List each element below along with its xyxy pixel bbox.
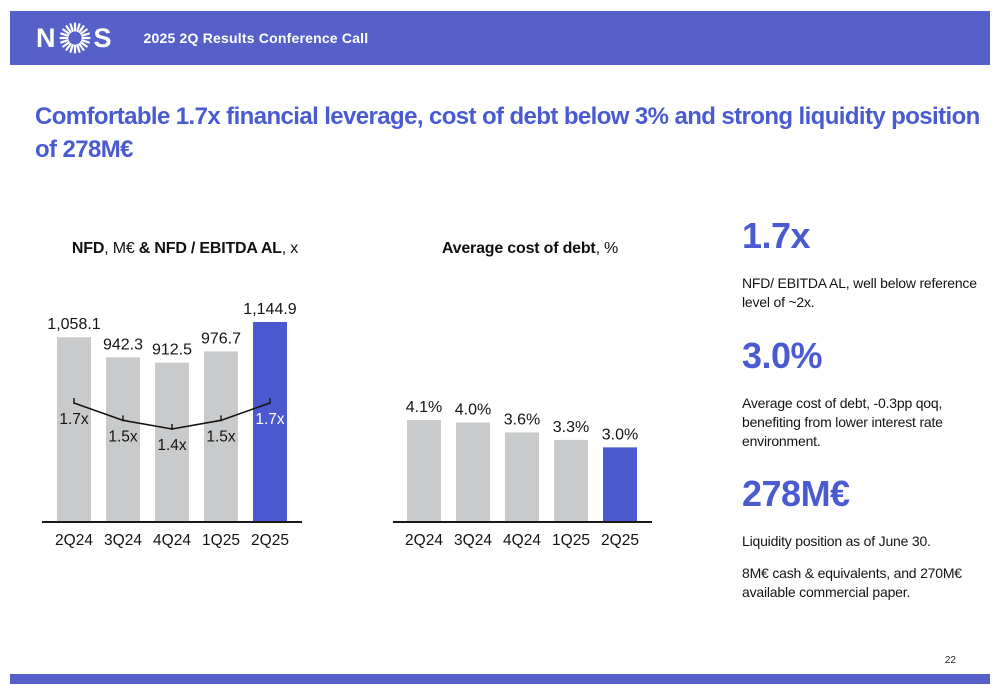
svg-text:4Q24: 4Q24 <box>153 532 191 549</box>
svg-text:942.3: 942.3 <box>103 336 143 353</box>
highlight-leverage-desc: NFD/ EBITDA AL, well below reference lev… <box>742 275 977 310</box>
highlight-cost-of-debt: 3.0% Average cost of debt, -0.3pp qoq, b… <box>742 334 1000 451</box>
cost-of-debt-chart-svg: 4.1% 2Q24 4.0% 3Q24 3.6% 4Q24 3.3% 1Q25 3.0% 2Q25 <box>393 399 652 549</box>
svg-text:1.5x: 1.5x <box>108 428 138 445</box>
svg-text:3Q24: 3Q24 <box>104 532 142 549</box>
svg-text:1.5x: 1.5x <box>206 428 236 445</box>
highlight-liquidity-desc2: 8M€ cash & equivalents, and 270M€ availa… <box>742 565 962 601</box>
svg-text:4.0%: 4.0% <box>455 401 491 418</box>
svg-text:2Q25: 2Q25 <box>251 532 289 549</box>
svg-text:2Q24: 2Q24 <box>55 532 93 549</box>
cost-of-debt-chart-title: Average cost of debt, % <box>390 240 670 264</box>
svg-text:3.3%: 3.3% <box>553 419 589 436</box>
cost-of-debt-chart: Average cost of debt, % 4.1% 2Q24 4.0% 3Q24… <box>390 240 670 563</box>
svg-text:1,058.1: 1,058.1 <box>47 316 100 333</box>
nfd-chart-title: NFD, M€ & NFD / EBITDA AL, x <box>30 240 340 264</box>
svg-text:1.7x: 1.7x <box>59 411 89 428</box>
svg-text:1.7x: 1.7x <box>255 411 285 428</box>
chart-title-part: NFD <box>71 240 105 257</box>
svg-text:1Q25: 1Q25 <box>552 532 590 549</box>
header-title: 2025 2Q Results Conference Call <box>143 30 369 46</box>
highlight-cost-of-debt-desc: Average cost of debt, -0.3pp qoq, benefi… <box>742 394 943 449</box>
chart-title-part: , x <box>281 240 299 257</box>
svg-text:3.6%: 3.6% <box>504 411 540 428</box>
svg-text:3Q24: 3Q24 <box>454 532 492 549</box>
footer-bar <box>10 674 990 684</box>
svg-text:3.0%: 3.0% <box>602 426 638 443</box>
chart-title-part: , % <box>595 240 619 257</box>
chart-title-part: Average cost of debt <box>441 240 596 257</box>
svg-text:4Q24: 4Q24 <box>503 532 541 549</box>
highlights-panel: 1.7x NFD/ EBITDA AL, well below referenc… <box>742 218 1000 628</box>
highlight-liquidity: 278M€ Liquidity position as of June 30. … <box>742 476 1000 602</box>
chart-title-part: & NFD / EBITDA AL <box>138 240 282 257</box>
header-bar: N S 2025 2Q Results Conference Call <box>10 11 990 65</box>
svg-text:4.1%: 4.1% <box>406 399 442 416</box>
sunburst-o-icon <box>58 22 91 54</box>
svg-text:912.5: 912.5 <box>152 342 192 359</box>
svg-text:1.4x: 1.4x <box>157 437 187 454</box>
highlight-leverage-value: 1.7x <box>742 215 811 256</box>
page-number: 22 <box>944 655 956 666</box>
highlight-liquidity-value: 278M€ <box>742 473 850 515</box>
svg-text:2Q24: 2Q24 <box>405 532 443 549</box>
highlight-liquidity-desc: Liquidity position as of June 30. <box>742 533 931 550</box>
svg-text:1Q25: 1Q25 <box>202 532 240 549</box>
svg-text:2Q25: 2Q25 <box>601 532 639 549</box>
highlight-cost-of-debt-value: 3.0% <box>742 334 823 376</box>
svg-text:976.7: 976.7 <box>201 330 241 347</box>
logo-letter-s: S <box>93 22 112 53</box>
nos-logo: N S <box>36 21 112 55</box>
logo-letter-n: N <box>36 22 56 53</box>
slide-title: Comfortable 1.7x financial leverage, cos… <box>35 103 980 164</box>
nfd-chart-svg: 1,058.1 2Q24 942.3 3Q24 912.5 4Q24 976.7 1Q25 1,… <box>42 301 302 549</box>
svg-text:1,144.9: 1,144.9 <box>243 301 296 318</box>
highlight-leverage: 1.7x NFD/ EBITDA AL, well below referenc… <box>742 218 1000 312</box>
chart-title-part: , M€ <box>104 240 139 257</box>
nfd-chart: NFD, M€ & NFD / EBITDA AL, x 1,058.1 2Q24… <box>30 240 340 563</box>
